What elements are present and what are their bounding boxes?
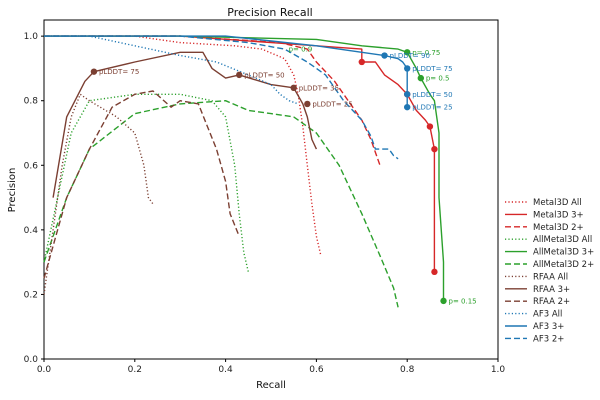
legend-label-rfaa-all: RFAA All	[533, 272, 568, 282]
plot-frame	[43, 19, 499, 360]
threshold-marker	[431, 268, 438, 276]
threshold-marker	[304, 100, 311, 108]
threshold-marker	[404, 65, 411, 72]
legend: Metal3D All Metal3D 3+ Metal3D 2+ AllMetal3…	[505, 198, 594, 344]
threshold-marker	[236, 71, 243, 79]
legend-label-metal3d-2: Metal3D 2+	[533, 223, 584, 233]
threshold-marker	[417, 74, 425, 82]
series-line-af3-2	[44, 35, 399, 160]
series-line-allmetal3d-2	[43, 99, 399, 308]
y-tick-label: 0.8	[24, 97, 39, 107]
legend-label-af3-all: AF3 All	[533, 310, 562, 320]
legend-label-rfaa-3: RFAA 3+	[533, 285, 570, 295]
y-tick-label: 0.2	[24, 290, 38, 300]
x-tick-label: 0.0	[37, 365, 52, 375]
y-axis-label: Precision	[7, 168, 18, 213]
series-line-allmetal3d-all	[43, 93, 249, 272]
threshold-label: pLDDT= 35	[299, 84, 339, 92]
legend-label-allmetal3d-all: AllMetal3D All	[533, 235, 592, 245]
y-axis: 0.0 0.2 0.4 0.6 0.8 1.0	[24, 32, 44, 365]
x-tick-label: 0.8	[400, 365, 415, 375]
series-line-metal3d-2	[44, 35, 381, 166]
y-tick-label: 0.4	[24, 226, 39, 236]
annotation-layer: p= 0.9	[289, 46, 313, 54]
y-tick-label: 1.0	[24, 32, 39, 42]
series-line-metal3d-all	[44, 35, 322, 256]
series-line-af3-3	[44, 35, 408, 108]
legend-label-rfaa-2: RFAA 2+	[533, 297, 570, 307]
x-tick-label: 0.6	[309, 365, 324, 375]
threshold-marker	[404, 91, 411, 98]
series-line-rfaa-3	[52, 51, 318, 198]
legend-label-allmetal3d-2: AllMetal3D 2+	[533, 260, 594, 270]
threshold-marker	[290, 84, 297, 92]
x-axis: 0.0 0.2 0.4 0.6 0.8 1.0	[37, 359, 506, 375]
threshold-marker	[90, 68, 98, 75]
series-line-af3-all	[44, 35, 299, 105]
x-tick-label: 1.0	[491, 365, 506, 375]
x-tick-label: 0.2	[128, 365, 142, 375]
threshold-marker	[431, 145, 438, 153]
threshold-marker	[381, 52, 388, 59]
series-line-rfaa-2	[43, 90, 240, 279]
threshold-marker	[404, 49, 411, 56]
series-line-allmetal3d-3	[44, 35, 445, 301]
threshold-label: pLDDT= 50	[412, 91, 452, 99]
threshold-label: pLDDT= 50	[244, 71, 284, 79]
y-tick-label: 0.6	[24, 161, 39, 171]
threshold-label: pLDDT= 25	[412, 104, 452, 112]
threshold-marker	[404, 103, 411, 111]
threshold-label: pLDDT= 75	[99, 68, 139, 76]
threshold-marker	[358, 58, 365, 66]
marker-layer: pLDDT= 75 pLDDT= 50 pLDDT= 35 pLDDT= 25 p= 0…	[90, 49, 477, 305]
threshold-marker	[440, 297, 447, 305]
threshold-label: p= 0.15	[449, 297, 477, 305]
x-axis-label: Recall	[256, 380, 286, 391]
legend-label-af3-3: AF3 3+	[533, 322, 564, 332]
threshold-label: pLDDT= 75	[412, 65, 452, 73]
legend-label-metal3d-all: Metal3D All	[533, 198, 582, 208]
threshold-label: p= 0.9	[289, 46, 313, 54]
legend-label-af3-2: AF3 2+	[533, 334, 564, 344]
threshold-label: p= 0.5	[426, 75, 450, 83]
legend-label-allmetal3d-3: AllMetal3D 3+	[533, 248, 594, 258]
y-tick-label: 0.0	[24, 355, 39, 365]
series-layer	[43, 35, 445, 308]
chart-title: Precision Recall	[227, 6, 312, 19]
legend-label-metal3d-3: Metal3D 3+	[533, 210, 584, 220]
x-tick-label: 0.4	[218, 365, 233, 375]
threshold-label: pLDDT= 25	[312, 100, 352, 108]
threshold-label: p= 0.75	[412, 49, 440, 57]
series-line-rfaa-all	[43, 93, 154, 295]
threshold-label: pLDDT= 90	[390, 52, 430, 60]
threshold-marker	[426, 123, 434, 130]
